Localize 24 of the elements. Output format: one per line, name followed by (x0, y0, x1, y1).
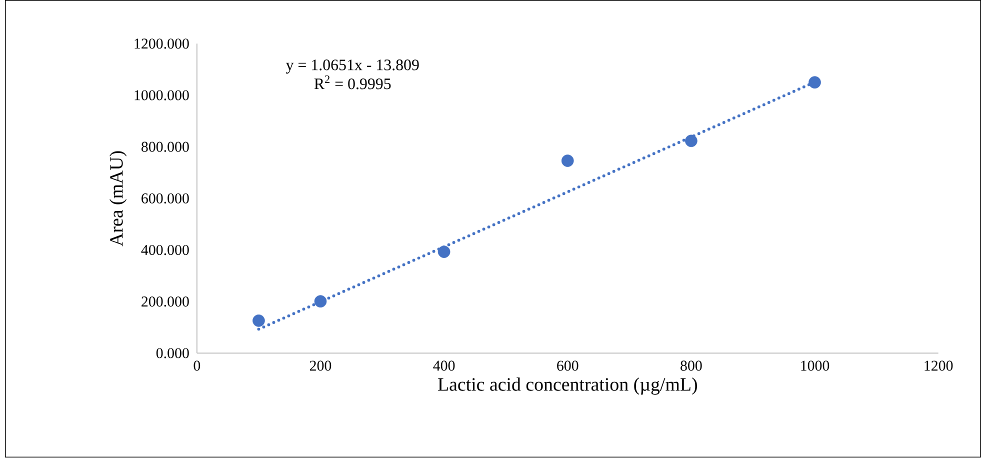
y-axis-title: Area (mAU) (110, 151, 127, 246)
x-tick-label: 600 (557, 360, 578, 371)
y-tick-label: 0.000 (156, 348, 189, 358)
point (314, 295, 327, 308)
point (808, 76, 821, 89)
point (685, 134, 698, 148)
x-tick-label: 1000 (801, 360, 830, 371)
point (438, 246, 450, 258)
annotation: y = 1.0651x - 13.809 (286, 60, 419, 74)
x-tick-label: 0 (194, 360, 200, 371)
x-tick-label: 800 (680, 360, 702, 371)
y-tick-label: 600.000 (142, 194, 189, 204)
annotation: R$^{2}$ = 0.9995 (314, 76, 391, 90)
y-tick-label: 200.000 (142, 296, 189, 307)
x-tick-label: 400 (433, 360, 455, 371)
x-tick-label: 1200 (924, 360, 953, 371)
y-tick-label: 400.000 (141, 245, 189, 256)
point (252, 314, 265, 328)
x-tick-label: 200 (310, 360, 332, 371)
y-tick-label: 1000.000 (134, 90, 189, 101)
y-tick-label: 1200.000 (134, 38, 189, 49)
y-tick-label: 800.000 (142, 142, 189, 152)
point (561, 154, 574, 168)
x-axis-title: Lactic acid concentration (µg/mL) (438, 378, 697, 395)
